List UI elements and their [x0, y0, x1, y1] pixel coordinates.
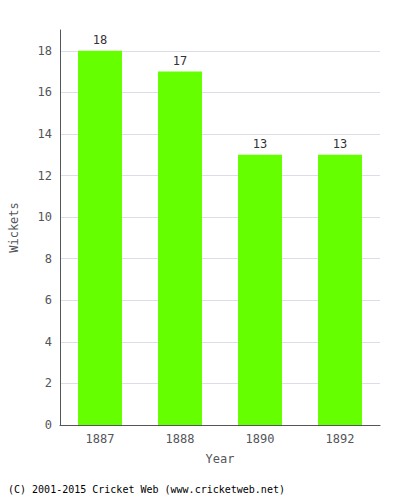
- svg-text:2: 2: [45, 376, 52, 390]
- svg-text:(C) 2001-2015 Cricket Web (www: (C) 2001-2015 Cricket Web (www.cricketwe…: [8, 484, 285, 495]
- svg-text:8: 8: [45, 252, 52, 266]
- svg-text:1888: 1888: [166, 432, 195, 446]
- svg-text:14: 14: [38, 127, 52, 141]
- svg-text:1887: 1887: [86, 432, 115, 446]
- svg-text:4: 4: [45, 335, 52, 349]
- svg-text:1892: 1892: [326, 432, 355, 446]
- svg-text:Year: Year: [206, 452, 235, 466]
- svg-text:12: 12: [38, 169, 52, 183]
- svg-text:6: 6: [45, 293, 52, 307]
- svg-text:0: 0: [45, 418, 52, 432]
- svg-text:18: 18: [38, 44, 52, 58]
- svg-text:13: 13: [253, 137, 267, 151]
- svg-text:16: 16: [38, 85, 52, 99]
- svg-text:13: 13: [333, 137, 347, 151]
- svg-text:18: 18: [93, 33, 107, 47]
- svg-text:17: 17: [173, 54, 187, 68]
- svg-text:1890: 1890: [246, 432, 275, 446]
- svg-text:Wickets: Wickets: [7, 202, 21, 253]
- svg-text:10: 10: [38, 210, 52, 224]
